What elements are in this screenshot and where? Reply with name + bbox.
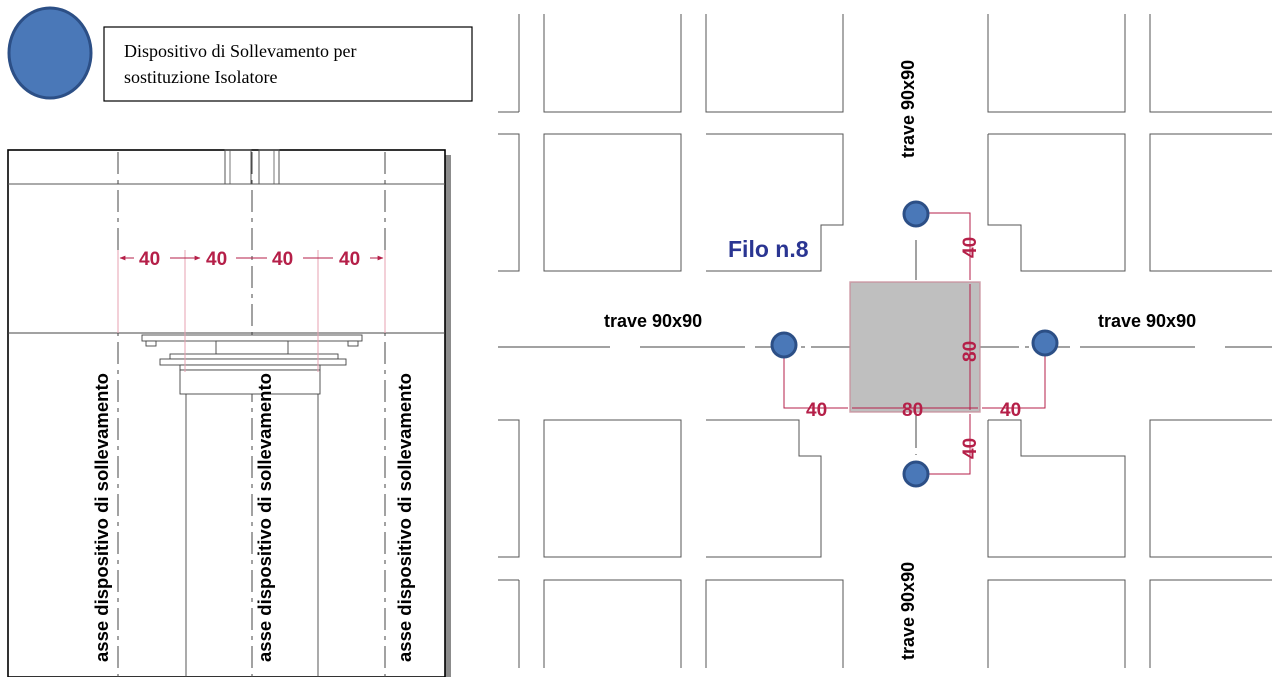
- section-dim-4: 40: [339, 249, 360, 270]
- legend-box: [103, 26, 473, 102]
- lifting-device-right: [1031, 329, 1059, 357]
- isolator-assembly: [141, 334, 363, 677]
- section-dim-2: 40: [206, 249, 227, 270]
- plan-dim-width: 80: [902, 400, 923, 421]
- plan-axes: [498, 240, 1272, 455]
- pillar-label: Filo n.8: [728, 236, 809, 262]
- beam-label-top: trave 90x90: [898, 60, 918, 158]
- lifting-device-bottom: [902, 460, 930, 488]
- beam-label-bottom: trave 90x90: [898, 562, 918, 660]
- plan-dim-top: 40: [960, 237, 981, 258]
- beam-label-left: trave 90x90: [604, 311, 702, 331]
- plan-dim-height: 80: [960, 341, 981, 362]
- plan-dim-bottom: 40: [960, 438, 981, 459]
- plan-dim-left: 40: [806, 400, 827, 421]
- legend-line-1: Dispositivo di Sollevamento per: [124, 41, 356, 61]
- section-dim-1: 40: [139, 249, 160, 270]
- plan-dimensions: [783, 212, 1046, 475]
- lifting-device-top: [902, 200, 930, 228]
- lifting-devices: [770, 200, 1059, 488]
- plan-grid: [498, 14, 1272, 668]
- lifting-device-left: [770, 331, 798, 359]
- pillar: [849, 281, 981, 413]
- legend: Dispositivo di Sollevamento per sostituz…: [7, 6, 473, 102]
- plan-view: 40 40 80 40 40 80 Filo n.8 trave 90x90 t…: [498, 14, 1272, 668]
- axis-label-right: asse dispositivo di sollevamento: [394, 373, 415, 662]
- plan-dim-right: 40: [1000, 400, 1021, 421]
- axis-label-left: asse dispositivo di sollevamento: [91, 373, 112, 662]
- beam-label-right: trave 90x90: [1098, 311, 1196, 331]
- section-axes: [117, 152, 386, 677]
- axis-label-center: asse dispositivo di sollevamento: [254, 373, 275, 662]
- section-dim-3: 40: [272, 249, 293, 270]
- section-view: 40 40 40 40 asse dispositivo di sollevam…: [7, 149, 451, 677]
- section-frame: [7, 149, 446, 677]
- device-legend-symbol: [7, 6, 93, 100]
- legend-line-2: sostituzione Isolatore: [124, 67, 277, 87]
